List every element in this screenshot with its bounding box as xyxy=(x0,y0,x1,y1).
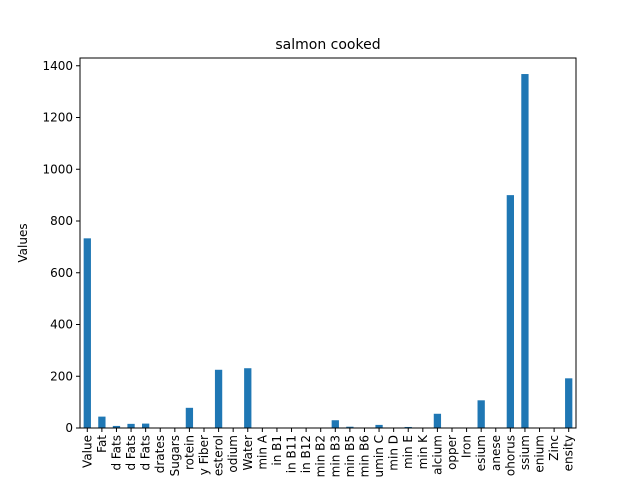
x-tick-label: odium xyxy=(226,435,240,473)
bar-18 xyxy=(346,426,354,428)
x-tick-label: esium xyxy=(474,435,488,471)
y-axis-ticks: 0 200 400 600 800 1000 1200 1400 xyxy=(42,59,80,435)
x-tick-label: rotein xyxy=(182,435,196,470)
bar-27 xyxy=(477,400,485,428)
bar-2 xyxy=(112,425,121,428)
chart-title: salmon cooked xyxy=(275,37,380,53)
bar-0 xyxy=(83,238,91,428)
x-tick-label: umin C xyxy=(372,435,386,477)
x-tick-label: min K xyxy=(416,434,430,469)
x-tick-label: enium xyxy=(533,435,547,473)
x-tick-label: ohorus xyxy=(503,435,517,476)
x-tick-label: anese xyxy=(489,435,503,471)
bar-7 xyxy=(185,407,194,428)
bar-4 xyxy=(142,423,150,428)
x-tick-label: d Fats xyxy=(139,435,153,471)
y-tick-label: 1200 xyxy=(42,111,73,125)
y-tick-label: 400 xyxy=(50,318,73,332)
y-tick-label: 1400 xyxy=(42,59,73,73)
x-tick-label: drates xyxy=(153,435,167,473)
bar-29 xyxy=(506,195,514,428)
x-tick-label: min B6 xyxy=(357,435,371,477)
plot-frame xyxy=(79,57,577,429)
x-tick-label: d Fats xyxy=(124,435,138,471)
bar-30 xyxy=(521,74,529,428)
y-tick-label: 800 xyxy=(50,214,73,228)
bar-22 xyxy=(404,426,412,428)
bar-24 xyxy=(433,413,442,428)
x-tick-label: in B1 xyxy=(270,435,284,466)
bar-3 xyxy=(127,423,135,428)
x-tick-label: ensity xyxy=(562,435,576,471)
x-tick-label: alcium xyxy=(430,435,444,475)
y-axis-label: Values xyxy=(16,223,30,262)
x-tick-label: y Fiber xyxy=(197,435,211,475)
x-tick-label: min D xyxy=(387,435,401,471)
bar-9 xyxy=(214,369,223,428)
x-tick-label: Sugars xyxy=(168,435,182,476)
bar-20 xyxy=(375,424,383,428)
x-tick-label: Water xyxy=(241,435,255,471)
bars-group xyxy=(83,74,573,428)
y-tick-label: 200 xyxy=(50,369,73,383)
x-tick-label: Iron xyxy=(460,435,474,458)
x-tick-label: min E xyxy=(401,435,415,469)
x-tick-label: in B11 xyxy=(285,435,299,473)
x-axis-ticks: Value Fat d Fats d Fats d Fats drates Sugars ro… xyxy=(80,428,576,477)
bar-33 xyxy=(565,378,573,428)
x-tick-label: min B5 xyxy=(343,435,357,477)
x-tick-label: in B12 xyxy=(299,435,313,473)
x-tick-label: Fat xyxy=(95,435,109,453)
y-tick-label: 1000 xyxy=(42,162,73,176)
x-tick-label: d Fats xyxy=(109,435,123,471)
bar-11 xyxy=(244,368,252,428)
bar-1 xyxy=(98,416,106,428)
x-tick-label: Zinc xyxy=(547,435,561,461)
y-tick-label: 0 xyxy=(65,421,73,435)
x-tick-label: opper xyxy=(445,435,459,470)
x-tick-label: Value xyxy=(80,435,94,468)
x-tick-label: min B2 xyxy=(314,435,328,477)
y-tick-label: 600 xyxy=(50,266,73,280)
x-tick-label: esterol xyxy=(212,435,226,476)
x-tick-label: min A xyxy=(255,434,269,469)
x-tick-label: ssium xyxy=(518,435,532,470)
bar-17 xyxy=(331,420,339,428)
x-tick-label: min B3 xyxy=(328,435,342,477)
